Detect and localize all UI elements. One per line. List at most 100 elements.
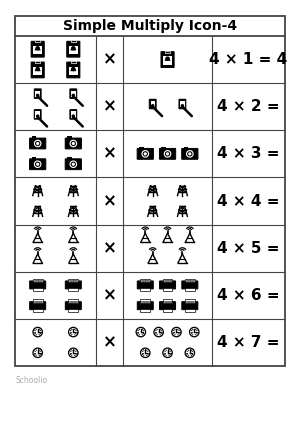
Circle shape [34, 329, 41, 335]
Text: 4 × 3 =: 4 × 3 = [217, 146, 280, 162]
Bar [33, 46, 42, 54]
Circle shape [190, 327, 199, 337]
Text: Schoolio: Schoolio [15, 376, 47, 385]
FancyBboxPatch shape [70, 89, 77, 98]
Text: 4 × 1 = 4: 4 × 1 = 4 [209, 52, 288, 67]
Circle shape [36, 67, 39, 71]
Text: 4 × 7 =: 4 × 7 = [217, 335, 280, 350]
Bar [140, 327, 142, 328]
Text: ×: × [103, 239, 116, 257]
Circle shape [70, 349, 77, 356]
Circle shape [34, 161, 41, 167]
Circle shape [137, 329, 144, 335]
Circle shape [164, 151, 171, 157]
FancyBboxPatch shape [182, 281, 198, 289]
Bar [32, 157, 36, 160]
Bar [185, 288, 195, 291]
Bar [68, 279, 78, 282]
FancyBboxPatch shape [34, 89, 41, 98]
Bar [176, 327, 177, 328]
FancyBboxPatch shape [137, 281, 153, 289]
Circle shape [152, 105, 154, 107]
Bar [185, 299, 195, 303]
Circle shape [154, 327, 163, 337]
Circle shape [189, 153, 191, 155]
Bar [167, 348, 168, 349]
Bar [185, 309, 195, 312]
Circle shape [37, 163, 39, 165]
Circle shape [187, 151, 193, 157]
Bar [71, 61, 76, 63]
Circle shape [142, 151, 148, 157]
Circle shape [173, 329, 180, 335]
Circle shape [36, 162, 40, 166]
Bar [163, 279, 172, 282]
Circle shape [36, 47, 39, 50]
Bar [32, 136, 36, 139]
Bar [35, 111, 40, 117]
Text: 4 × 4 =: 4 × 4 = [217, 193, 280, 209]
Bar [140, 288, 150, 291]
Circle shape [164, 349, 171, 356]
FancyBboxPatch shape [67, 41, 80, 57]
Circle shape [191, 329, 198, 335]
Bar [165, 51, 170, 53]
Bar [71, 40, 76, 42]
Bar [33, 299, 43, 303]
Bar [163, 309, 172, 312]
Text: 4 × 2 =: 4 × 2 = [217, 99, 280, 114]
Bar [158, 327, 159, 328]
FancyBboxPatch shape [182, 148, 198, 159]
Bar [76, 330, 77, 331]
Bar [189, 348, 190, 349]
Circle shape [144, 153, 146, 155]
FancyBboxPatch shape [31, 41, 44, 57]
Circle shape [37, 95, 39, 97]
Text: ×: × [103, 98, 116, 116]
Bar [163, 299, 172, 303]
Text: ×: × [103, 145, 116, 163]
Bar [140, 299, 150, 303]
Circle shape [33, 348, 42, 357]
Text: 4 × 6 =: 4 × 6 = [217, 288, 280, 303]
FancyBboxPatch shape [160, 281, 176, 289]
FancyBboxPatch shape [65, 301, 81, 310]
FancyBboxPatch shape [30, 138, 46, 149]
Bar [35, 90, 40, 97]
Bar [69, 46, 78, 54]
Bar [139, 147, 144, 150]
Circle shape [181, 105, 184, 107]
FancyBboxPatch shape [65, 138, 81, 149]
Text: ×: × [103, 192, 116, 210]
Circle shape [155, 329, 162, 335]
Circle shape [143, 152, 147, 156]
Bar [179, 330, 180, 331]
Bar [71, 111, 76, 117]
FancyBboxPatch shape [159, 148, 176, 159]
FancyBboxPatch shape [160, 301, 176, 310]
Bar [196, 330, 198, 331]
Circle shape [69, 327, 78, 337]
Bar [143, 330, 144, 331]
Circle shape [34, 140, 41, 147]
Bar [35, 40, 40, 42]
Circle shape [166, 57, 169, 60]
Circle shape [167, 153, 168, 155]
Bar [163, 56, 172, 64]
FancyBboxPatch shape [65, 159, 81, 170]
Circle shape [172, 327, 181, 337]
Circle shape [71, 142, 75, 145]
Bar [151, 101, 155, 107]
Bar [67, 136, 72, 139]
Bar [68, 299, 78, 303]
Bar [73, 327, 74, 328]
Bar [161, 147, 166, 150]
Bar [180, 101, 184, 107]
FancyBboxPatch shape [31, 62, 44, 78]
Bar [140, 279, 150, 282]
Text: 4 × 5 =: 4 × 5 = [217, 241, 280, 256]
Text: ×: × [103, 286, 116, 304]
FancyBboxPatch shape [179, 99, 186, 109]
FancyBboxPatch shape [137, 148, 153, 159]
FancyBboxPatch shape [182, 301, 198, 310]
